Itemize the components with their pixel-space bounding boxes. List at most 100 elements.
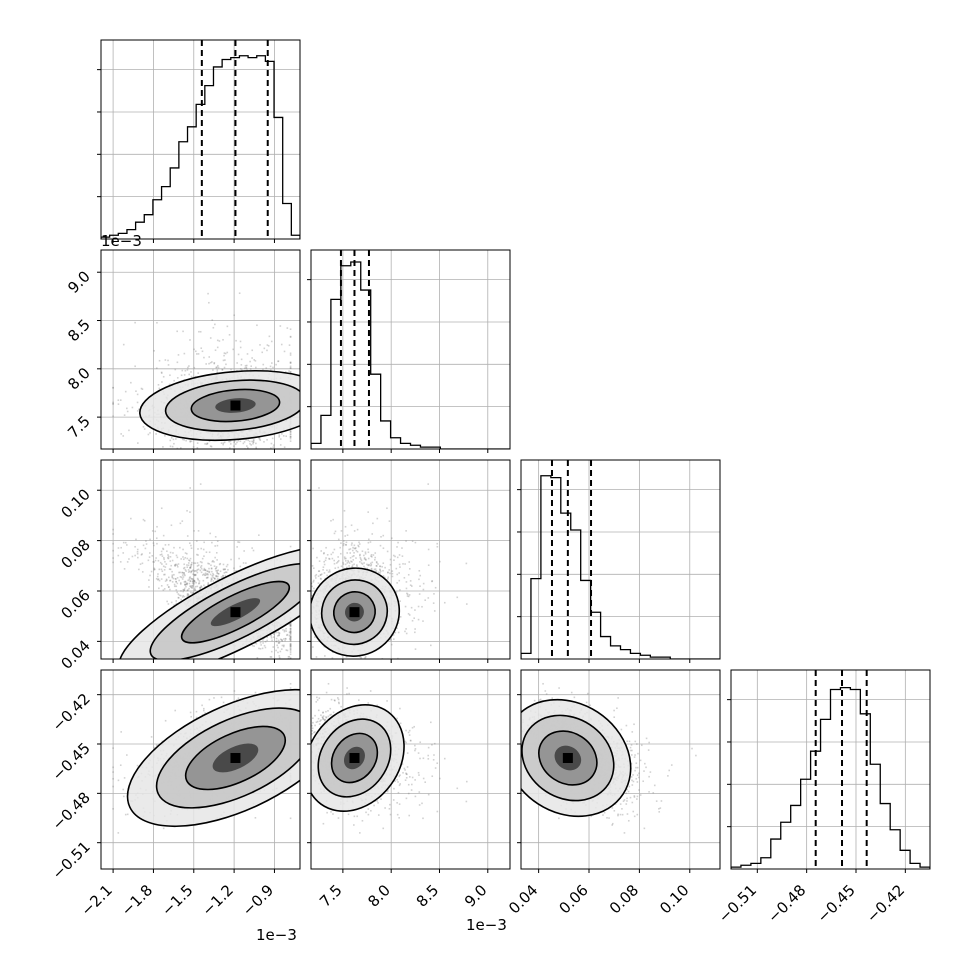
corner-plot-panels bbox=[97, 39, 931, 873]
sample-point bbox=[203, 573, 205, 575]
sample-point bbox=[382, 569, 384, 572]
sample-point bbox=[159, 553, 162, 556]
sample-point bbox=[288, 344, 291, 346]
sample-point bbox=[212, 560, 214, 562]
sample-point bbox=[285, 435, 287, 438]
sample-point bbox=[207, 573, 209, 576]
sample-point bbox=[112, 549, 114, 552]
sample-point bbox=[189, 511, 191, 513]
sample-point bbox=[148, 556, 151, 558]
sample-point bbox=[289, 362, 292, 364]
sample-point bbox=[239, 346, 242, 349]
sample-point bbox=[243, 441, 246, 443]
sample-point bbox=[189, 566, 192, 569]
sample-point bbox=[278, 435, 281, 438]
sample-point bbox=[229, 440, 232, 443]
sample-point bbox=[183, 589, 185, 592]
sample-point bbox=[224, 359, 226, 361]
sample-point bbox=[289, 336, 292, 338]
sample-point bbox=[350, 524, 353, 527]
sample-point bbox=[194, 573, 197, 576]
sample-point bbox=[191, 561, 193, 564]
sample-point bbox=[320, 550, 323, 552]
sample-point bbox=[138, 408, 140, 411]
sample-point bbox=[236, 441, 238, 444]
sample-point bbox=[156, 575, 159, 578]
sample-point bbox=[117, 399, 120, 401]
sample-point bbox=[208, 301, 210, 304]
sample-point bbox=[339, 552, 342, 555]
sample-point bbox=[285, 630, 288, 632]
sample-point bbox=[337, 662, 339, 664]
sample-point bbox=[188, 559, 191, 562]
sample-point bbox=[379, 568, 381, 571]
sample-point bbox=[264, 646, 267, 649]
panel-content bbox=[101, 250, 300, 460]
sample-point bbox=[312, 581, 315, 583]
sample-point bbox=[266, 439, 268, 441]
sample-point bbox=[196, 353, 198, 355]
sample-point bbox=[333, 559, 336, 562]
sample-point bbox=[219, 562, 222, 565]
sample-point bbox=[238, 292, 241, 295]
sample-point bbox=[279, 638, 282, 641]
sample-point bbox=[233, 439, 236, 442]
sample-point bbox=[272, 636, 275, 638]
sample-point bbox=[169, 439, 172, 442]
sample-point bbox=[175, 554, 178, 557]
sample-point bbox=[289, 645, 292, 648]
sample-point bbox=[358, 543, 361, 545]
sample-point bbox=[233, 441, 236, 443]
sample-point bbox=[286, 633, 289, 636]
density-peak bbox=[349, 607, 360, 618]
sample-point bbox=[359, 655, 361, 658]
sample-point bbox=[364, 656, 367, 658]
sample-point bbox=[208, 567, 210, 570]
sample-point bbox=[182, 330, 184, 333]
sample-point bbox=[183, 352, 186, 355]
sample-point bbox=[375, 570, 378, 572]
sample-point bbox=[168, 586, 170, 588]
sample-point bbox=[363, 565, 365, 568]
sample-point bbox=[208, 563, 211, 565]
sample-point bbox=[264, 640, 267, 643]
sample-point bbox=[248, 440, 251, 443]
sample-point bbox=[217, 457, 219, 459]
sample-point bbox=[211, 570, 213, 573]
sample-point bbox=[357, 544, 359, 547]
sample-point bbox=[427, 597, 430, 599]
sample-point bbox=[204, 569, 206, 571]
sample-point bbox=[192, 579, 195, 581]
sample-point bbox=[270, 650, 273, 653]
sample-point bbox=[230, 558, 232, 561]
sample-point bbox=[289, 433, 292, 435]
sample-point bbox=[289, 435, 292, 438]
sample-point bbox=[160, 553, 163, 556]
sample-point bbox=[183, 581, 186, 583]
sample-point bbox=[388, 520, 391, 522]
sample-point bbox=[135, 538, 137, 541]
sample-point bbox=[174, 563, 177, 566]
sample-point bbox=[337, 566, 340, 569]
sample-point bbox=[251, 547, 253, 549]
sample-point bbox=[196, 562, 199, 564]
sample-point bbox=[253, 452, 255, 454]
sample-point bbox=[190, 570, 193, 573]
sample-point bbox=[211, 458, 213, 460]
sample-point bbox=[275, 640, 278, 643]
sample-point bbox=[298, 634, 300, 636]
sample-point bbox=[122, 541, 125, 544]
sample-point bbox=[221, 576, 224, 579]
sample-point bbox=[183, 595, 186, 598]
sample-point bbox=[190, 563, 193, 566]
sample-point bbox=[279, 444, 282, 446]
sample-point bbox=[330, 519, 332, 522]
sample-point bbox=[304, 601, 306, 603]
sample-point bbox=[222, 442, 225, 444]
sample-point bbox=[253, 359, 256, 361]
sample-point bbox=[360, 656, 362, 659]
sample-point bbox=[355, 557, 357, 559]
sample-point bbox=[190, 591, 192, 594]
sample-point bbox=[184, 580, 187, 583]
